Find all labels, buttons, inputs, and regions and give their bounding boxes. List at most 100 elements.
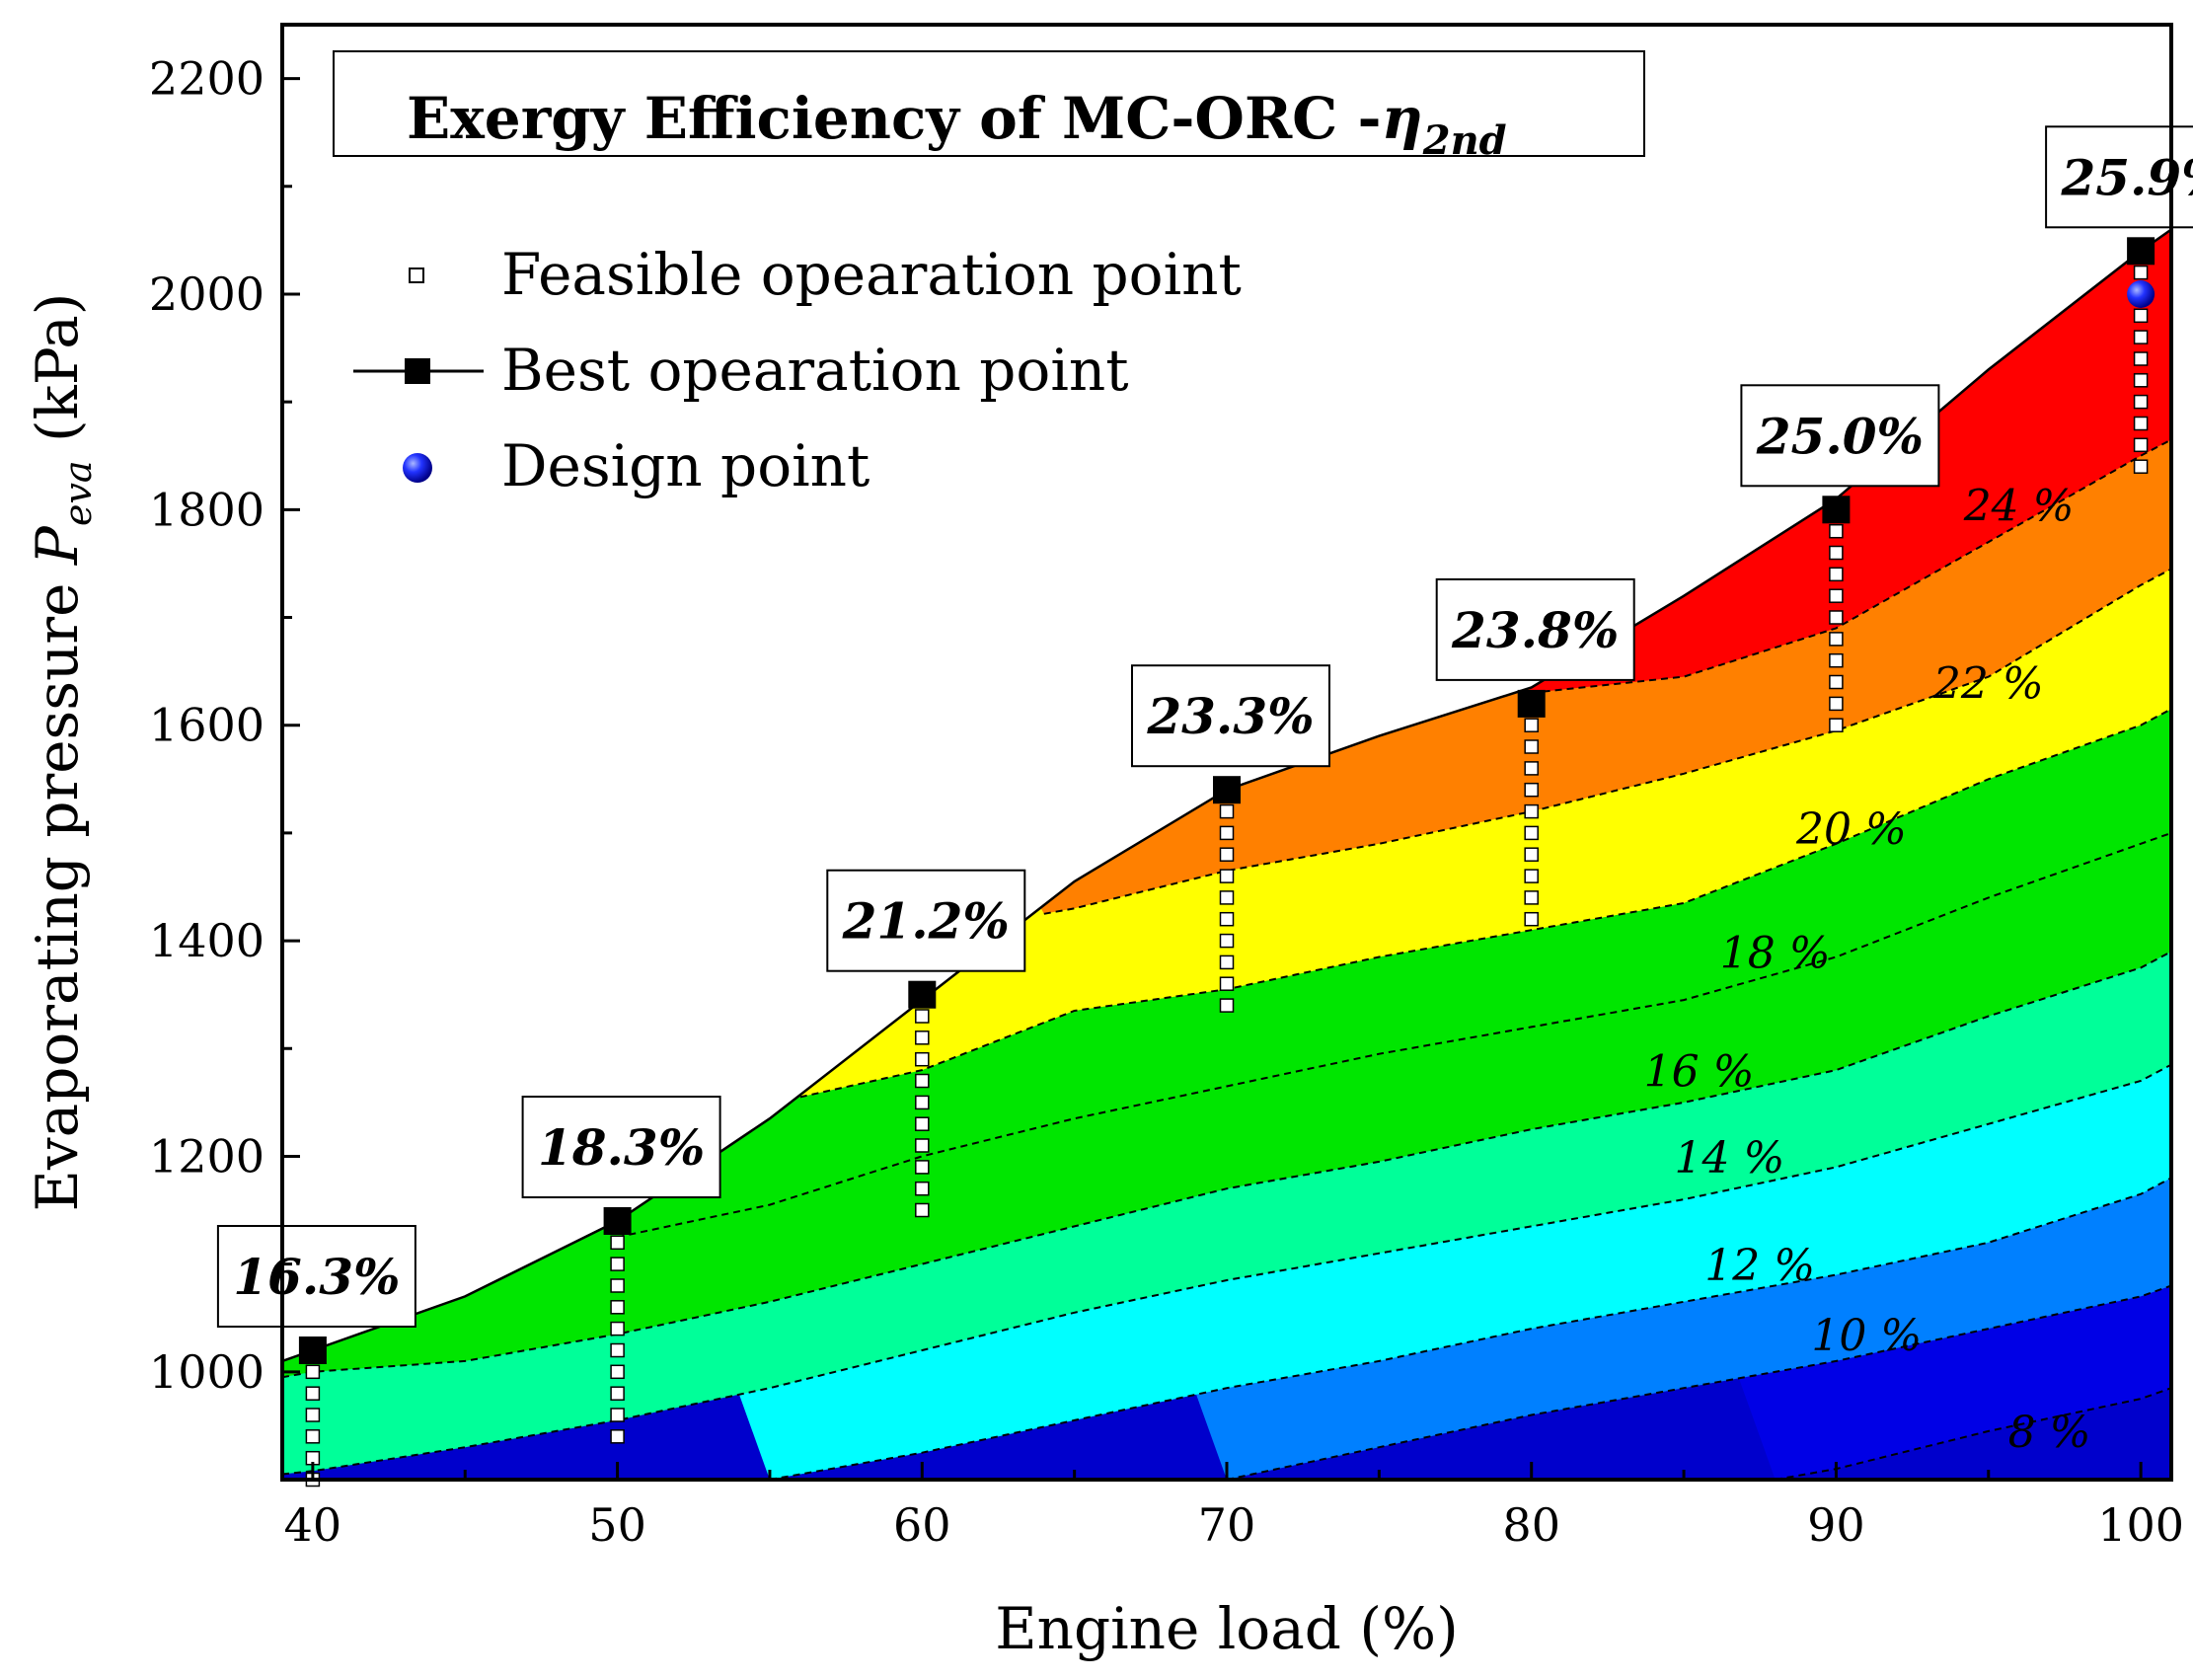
- feasible-point-3: [1219, 911, 1235, 927]
- contour-label-6: 20 %: [1795, 804, 1907, 855]
- feasible-point-1: [610, 1429, 625, 1444]
- feasible-point-5: [1829, 523, 1844, 539]
- feasible-point-4: [1524, 890, 1539, 905]
- feasible-point-2: [915, 1160, 930, 1175]
- feasible-point-2: [915, 1116, 930, 1131]
- y-tick-label: 1000: [149, 1345, 265, 1399]
- y-tick-label: 1600: [149, 699, 265, 752]
- feasible-point-3: [1219, 803, 1235, 819]
- feasible-point-1: [610, 1235, 625, 1251]
- contour-label-3: 14 %: [1675, 1133, 1785, 1184]
- feasible-point-1: [610, 1342, 625, 1358]
- x-tick-label: 60: [893, 1498, 951, 1552]
- best-label-box-5: [1740, 384, 1940, 488]
- best-point-1: [603, 1207, 632, 1235]
- feasible-point-0: [305, 1408, 321, 1422]
- feasible-point-5: [1829, 696, 1844, 712]
- best-label-box-0: [216, 1225, 416, 1328]
- x-axis-ticks: 40 50 60 70 80 90 100: [284, 1462, 2184, 1552]
- best-label-box-6: [2045, 125, 2193, 229]
- best-label-2: 21.2%: [842, 892, 1010, 951]
- feasible-point-1: [610, 1364, 625, 1380]
- feasible-point-4: [1524, 782, 1539, 798]
- feasible-point-0: [305, 1364, 321, 1380]
- feasible-point-3: [1219, 998, 1235, 1013]
- x-tick-label: 70: [1198, 1498, 1256, 1552]
- feasible-point-3: [1219, 890, 1235, 905]
- feasible-point-4: [1524, 911, 1539, 927]
- feasible-point-2: [915, 1138, 930, 1153]
- best-point-5: [1822, 496, 1851, 524]
- feasible-point-1: [610, 1257, 625, 1271]
- contour-lines: [282, 438, 2171, 1480]
- feasible-point-3: [1219, 869, 1235, 883]
- feasible-point-4: [1524, 803, 1539, 819]
- best-label-5: 25.0%: [1756, 407, 1924, 465]
- contour-label-4: 16 %: [1644, 1047, 1755, 1098]
- legend-title-box: [333, 50, 1645, 157]
- y-tick-label: 1200: [149, 1129, 265, 1183]
- feasible-point-4: [1524, 825, 1539, 841]
- feasible-point-1: [610, 1386, 625, 1401]
- legend-best-label: Best opearation point: [501, 337, 1129, 404]
- contour-line-18: [617, 831, 2171, 1239]
- feasible-point-0: [305, 1429, 321, 1444]
- contour-line-20: [799, 708, 2171, 1099]
- feasible-point-6: [2133, 459, 2149, 474]
- feasible-point-2: [915, 1031, 930, 1045]
- x-tick-label: 100: [2097, 1498, 2184, 1552]
- feasible-point-4: [1524, 869, 1539, 883]
- best-label-box-1: [521, 1096, 721, 1198]
- legend-feasible-label: Feasible opearation point: [501, 241, 1242, 308]
- feasible-points: [305, 265, 2149, 1488]
- contour-label-8: 24 %: [1963, 481, 2075, 531]
- x-axis-title: Engine load (%): [995, 1595, 1458, 1662]
- feasible-point-1: [610, 1278, 625, 1293]
- legend-title: Exergy Efficiency of MC-ORC -η2nd: [407, 85, 1507, 164]
- feasible-point-2: [915, 1073, 930, 1089]
- feasible-point-6: [2133, 394, 2149, 410]
- contour-labels: 8 % 10 % 12 % 14 % 16 % 18 % 20 % 22 % 24 %: [1644, 481, 2091, 1458]
- feasible-point-3: [1219, 933, 1235, 949]
- best-label-1: 18.3%: [538, 1118, 705, 1177]
- legend-best-marker: [405, 358, 430, 384]
- contour-line-10: [1226, 1284, 2171, 1480]
- legend: Exergy Efficiency of MC-ORC -η2nd Feasib…: [333, 50, 1645, 499]
- contour-line-14: [282, 1063, 2171, 1476]
- best-label-3: 23.3%: [1146, 687, 1314, 745]
- best-points: [298, 237, 2155, 1364]
- feasible-point-5: [1829, 674, 1844, 690]
- contour-line-12: [769, 1177, 2171, 1480]
- feasible-point-6: [2133, 416, 2149, 431]
- feasible-point-4: [1524, 739, 1539, 754]
- y-tick-label: 2200: [149, 52, 265, 106]
- x-tick-label: 90: [1807, 1498, 1865, 1552]
- feasible-point-4: [1524, 718, 1539, 732]
- feasible-point-6: [2133, 437, 2149, 453]
- legend-design-marker: [403, 453, 432, 483]
- best-point-3: [1213, 776, 1241, 804]
- feasible-point-1: [610, 1408, 625, 1422]
- feasible-point-5: [1829, 610, 1844, 625]
- contour-line-22: [1043, 568, 2171, 915]
- feasible-point-2: [915, 1051, 930, 1067]
- contour-label-5: 18 %: [1720, 928, 1831, 978]
- contour-line-16: [282, 951, 2171, 1379]
- feasible-point-6: [2133, 373, 2149, 388]
- feasible-point-4: [1524, 847, 1539, 862]
- feasible-point-6: [2133, 351, 2149, 366]
- design-point-marker: [2127, 280, 2155, 308]
- best-point-4: [1517, 689, 1546, 718]
- legend-design-label: Design point: [501, 432, 870, 499]
- y-axis-title: Evaporating pressure Peva (kPa): [24, 293, 100, 1212]
- best-point-6: [2127, 237, 2155, 266]
- best-point-2: [908, 980, 937, 1009]
- feasible-point-5: [1829, 652, 1844, 668]
- x-tick-label: 50: [588, 1498, 646, 1552]
- feasible-point-3: [1219, 955, 1235, 970]
- feasible-point-6: [2133, 265, 2149, 280]
- contour-label-0: 8 %: [2008, 1408, 2091, 1458]
- legend-feasible-marker: [409, 267, 424, 283]
- feasible-point-6: [2133, 308, 2149, 324]
